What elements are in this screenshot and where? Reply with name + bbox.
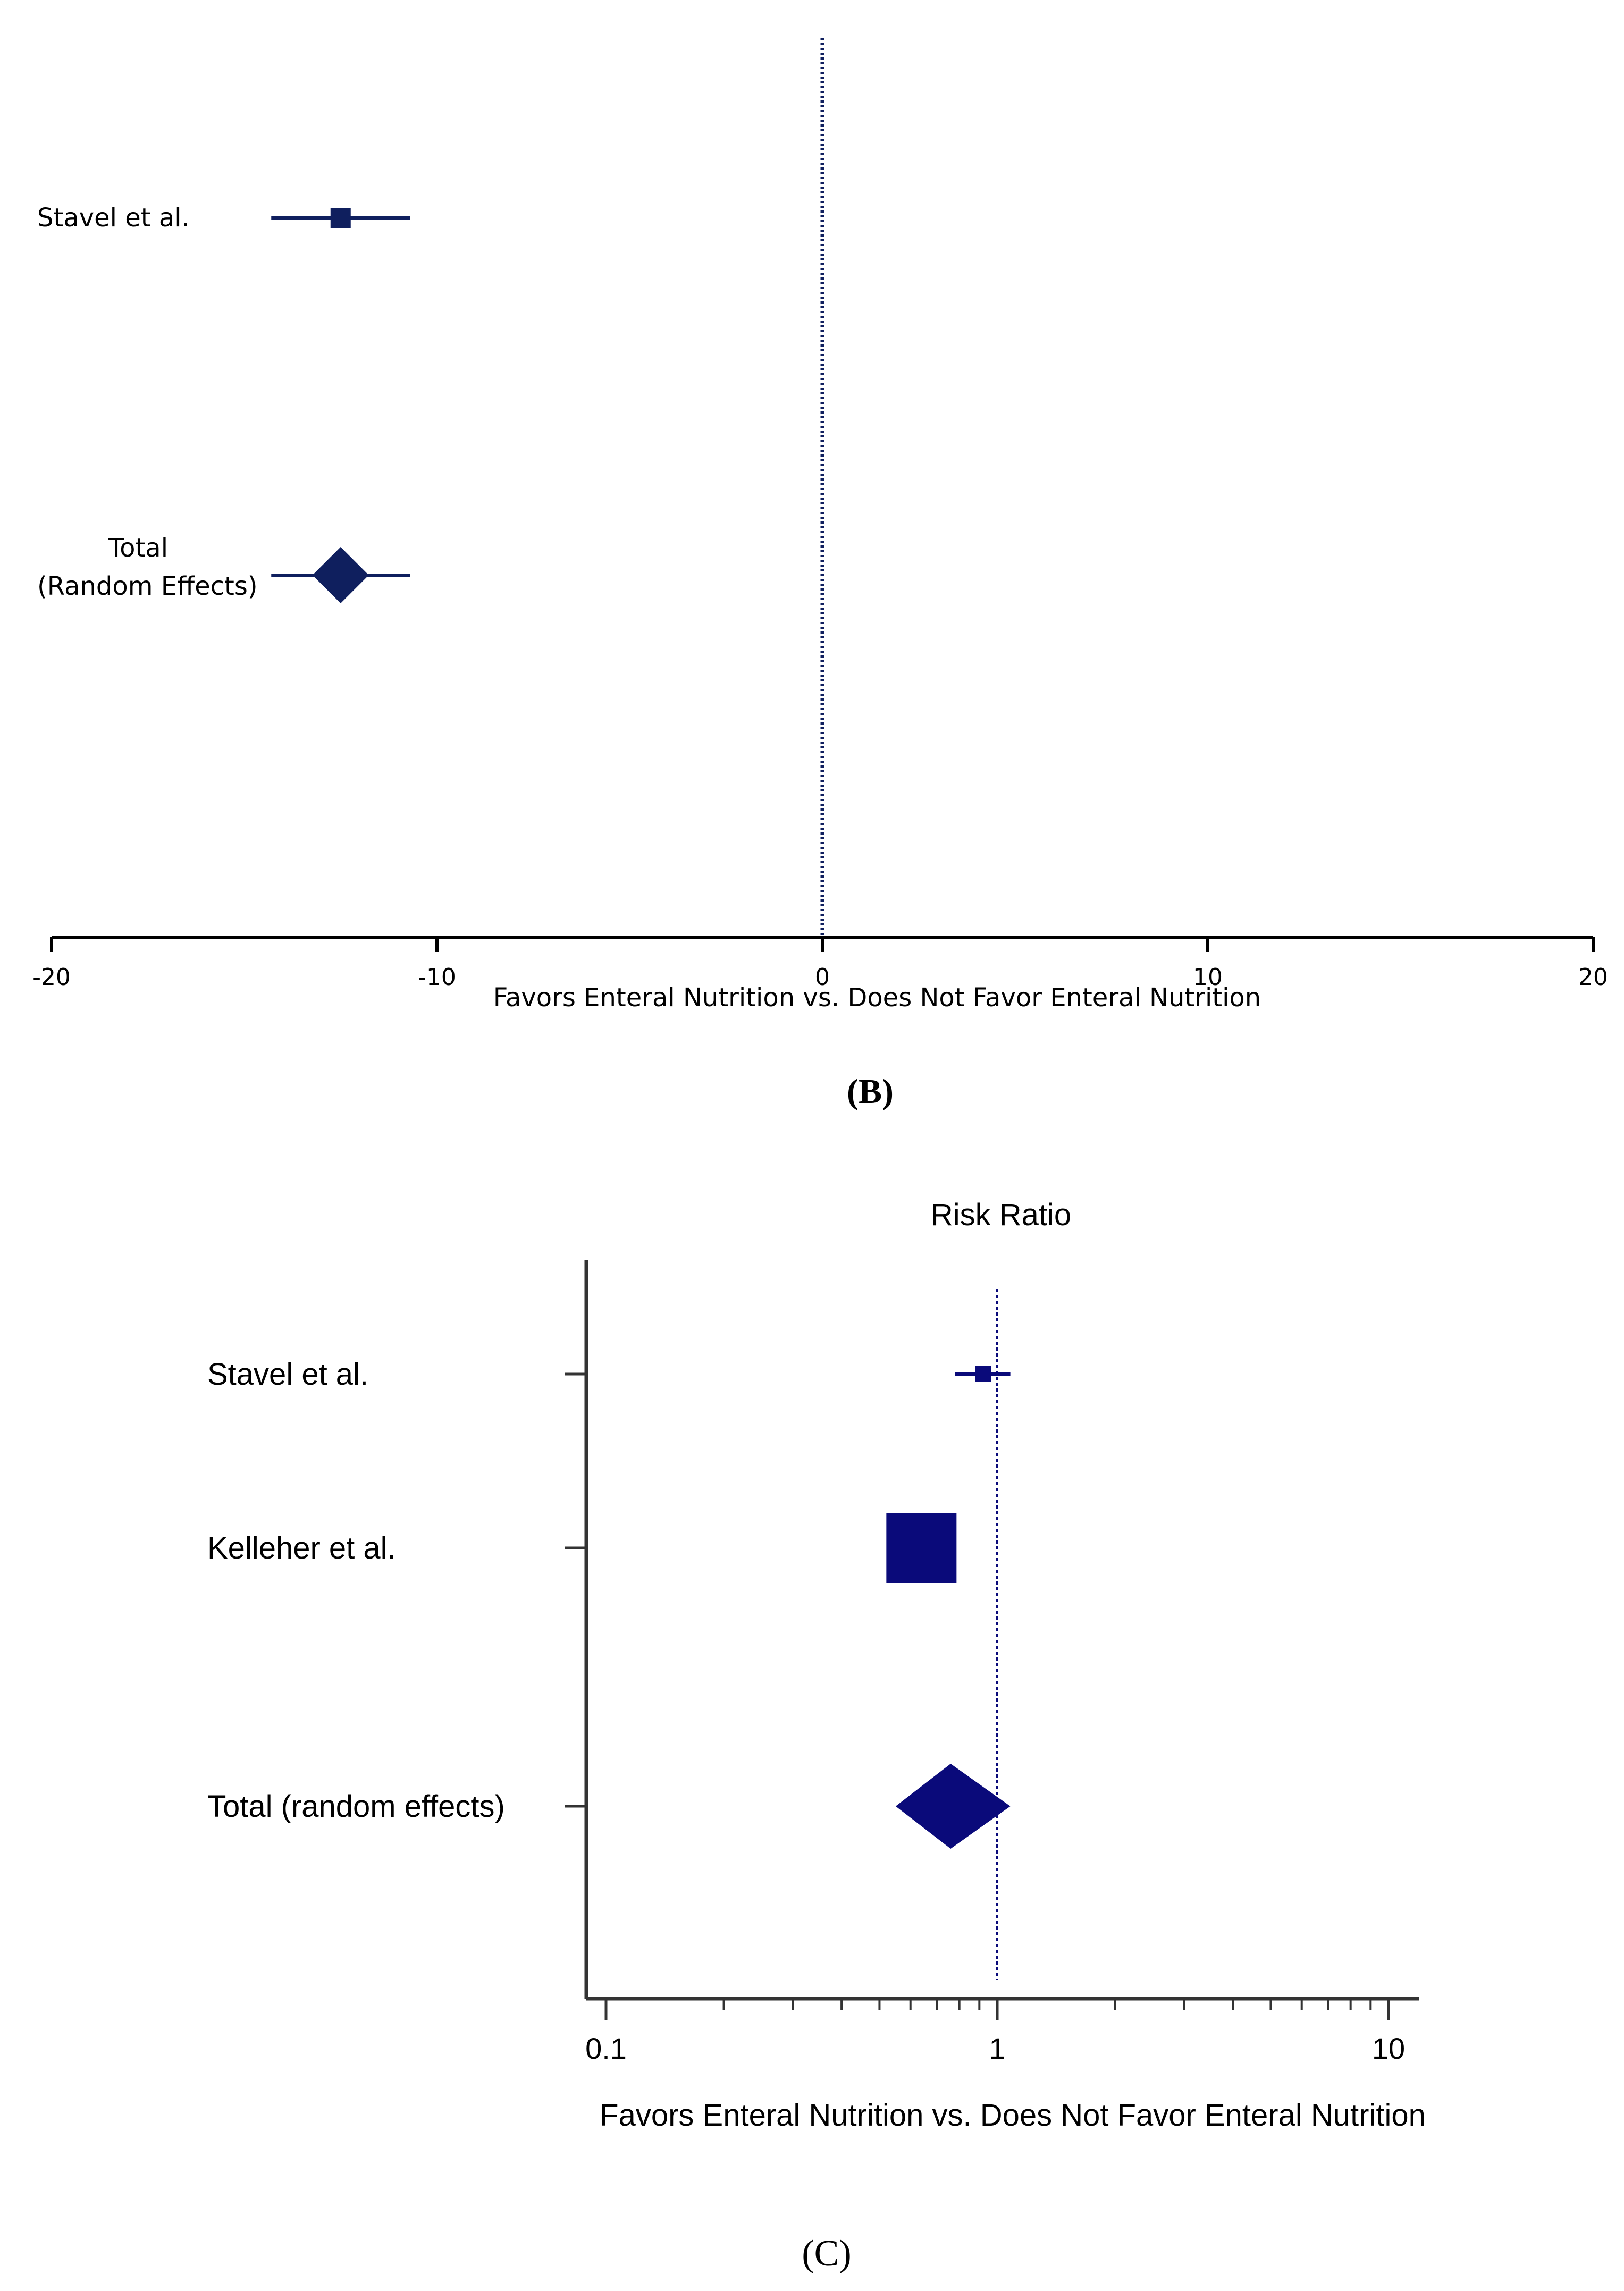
point-estimate: [886, 1513, 957, 1583]
study-label: Stavel et al.: [207, 1357, 368, 1392]
x-tick-label: 10: [1193, 964, 1223, 991]
study-label: (Random Effects): [37, 571, 258, 601]
x-tick-label: -20: [32, 964, 71, 991]
forest-row: Stavel et al.: [37, 203, 410, 233]
x-tick-label: 1: [989, 2032, 1005, 2065]
pooled-diamond: [895, 1764, 1011, 1849]
study-label: Total (random effects): [207, 1789, 505, 1824]
panel-c: Risk Ratio 0.1 1 10 Stavel et al. Kelleher …: [207, 1198, 1426, 2274]
x-ticks: -20 -10 0 10 20: [32, 937, 1608, 991]
forest-rows: Stavel et al. Total (Random Effects): [37, 203, 410, 603]
forest-row: Total (Random Effects): [37, 533, 410, 603]
study-label: Stavel et al.: [37, 203, 190, 233]
forest-row: Total (random effects): [207, 1764, 1011, 1849]
study-label: Total: [108, 533, 168, 563]
forest-row: Kelleher et al.: [207, 1513, 957, 1583]
panel-b: -20 -10 0 10 20 Stavel et al. Total (Random Ef…: [32, 38, 1608, 1111]
x-tick-label: 20: [1578, 964, 1608, 991]
x-tick-label: 0.1: [585, 2032, 627, 2065]
pooled-diamond: [312, 547, 369, 603]
point-estimate: [975, 1366, 991, 1382]
forest-rows: Stavel et al. Kelleher et al. Total (rando…: [207, 1357, 1011, 1849]
x-tick-label: -10: [418, 964, 456, 991]
study-label: Kelleher et al.: [207, 1531, 396, 1565]
x-tick-label: 10: [1372, 2032, 1405, 2065]
forest-row: Stavel et al.: [207, 1357, 1011, 1392]
x-tick-label: 0: [815, 964, 830, 991]
chart-title: Risk Ratio: [931, 1198, 1071, 1232]
x-ticks: 0.1 1 10: [585, 1999, 1405, 2065]
panel-caption: (C): [802, 2233, 851, 2274]
point-estimate: [330, 208, 351, 228]
panel-caption: (B): [847, 1072, 894, 1111]
x-axis-label: Favors Enteral Nutrition vs. Does Not Fa…: [493, 983, 1261, 1013]
x-axis-label: Favors Enteral Nutrition vs. Does Not Fa…: [600, 2098, 1426, 2133]
